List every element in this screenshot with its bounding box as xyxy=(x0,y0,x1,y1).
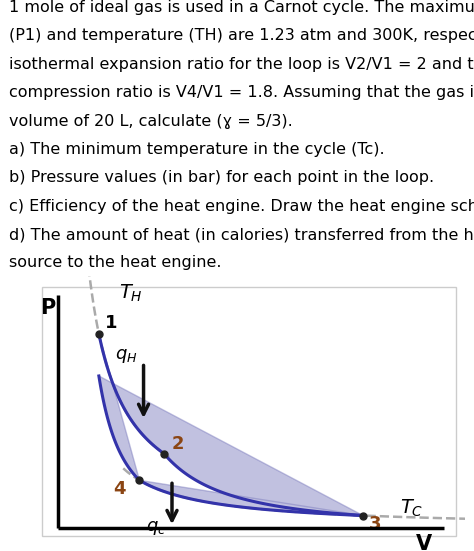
Text: b) Pressure values (in bar) for each point in the loop.: b) Pressure values (in bar) for each poi… xyxy=(9,170,435,185)
Text: volume of 20 L, calculate (ɣ = 5/3).: volume of 20 L, calculate (ɣ = 5/3). xyxy=(9,114,293,128)
Text: 3: 3 xyxy=(369,515,382,533)
Text: $q_H$: $q_H$ xyxy=(115,347,137,365)
Text: source to the heat engine.: source to the heat engine. xyxy=(9,255,222,271)
Text: $T_C$: $T_C$ xyxy=(400,498,423,519)
Text: P: P xyxy=(40,299,55,318)
Text: a) The minimum temperature in the cycle (Tc).: a) The minimum temperature in the cycle … xyxy=(9,142,385,157)
Text: c) Efficiency of the heat engine. Draw the heat engine schematically.: c) Efficiency of the heat engine. Draw t… xyxy=(9,198,474,214)
Text: 2: 2 xyxy=(171,435,184,453)
Polygon shape xyxy=(99,334,363,516)
Text: (P1) and temperature (TH) are 1.23 atm and 300K, respectively. The: (P1) and temperature (TH) are 1.23 atm a… xyxy=(9,28,474,44)
Text: 4: 4 xyxy=(113,480,126,498)
Text: $T_H$: $T_H$ xyxy=(119,283,143,304)
Text: $q_c$: $q_c$ xyxy=(146,519,166,537)
Text: compression ratio is V4/V1 = 1.8. Assuming that the gas initially has a: compression ratio is V4/V1 = 1.8. Assumi… xyxy=(9,85,474,100)
Text: 1 mole of ideal gas is used in a Carnot cycle. The maximum pressure: 1 mole of ideal gas is used in a Carnot … xyxy=(9,0,474,15)
Text: d) The amount of heat (in calories) transferred from the hot heat: d) The amount of heat (in calories) tran… xyxy=(9,227,474,242)
Text: 1: 1 xyxy=(105,314,118,332)
Text: V: V xyxy=(416,534,432,551)
Text: isothermal expansion ratio for the loop is V2/V1 = 2 and the adiabatic: isothermal expansion ratio for the loop … xyxy=(9,57,474,72)
